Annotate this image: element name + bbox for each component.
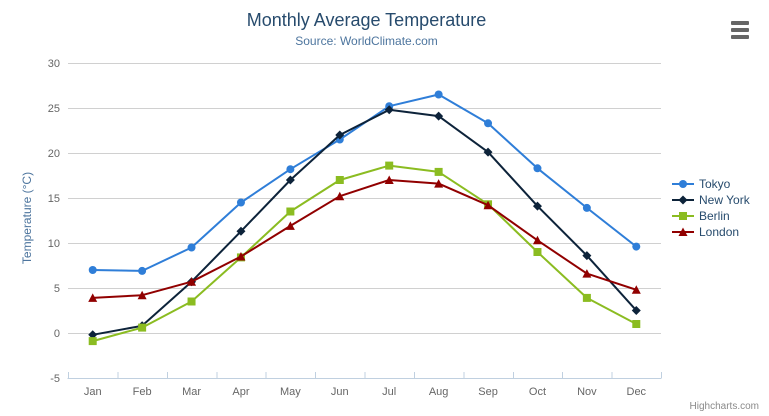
x-axis-label: Oct — [529, 386, 546, 398]
legend-marker-triangle-icon — [672, 227, 694, 236]
series-london-point-Jul[interactable] — [384, 175, 394, 185]
series-berlin-point-Jun[interactable] — [335, 176, 344, 184]
series-tokyo-point-Mar[interactable] — [187, 243, 196, 252]
series-tokyo — [88, 90, 641, 275]
series-berlin-point-May[interactable] — [286, 207, 295, 216]
legend-item-new-york[interactable]: New York — [672, 192, 750, 207]
series-berlin-point-Aug[interactable] — [434, 167, 443, 176]
series-new-york-point-Dec[interactable] — [631, 306, 641, 315]
series-new-york-point-Jun[interactable] — [335, 130, 345, 140]
series-london-line[interactable] — [91, 179, 638, 299]
series-new-york — [88, 105, 641, 340]
series-new-york-point-Jul[interactable] — [384, 105, 394, 115]
y-axis-label: 25 — [48, 103, 60, 115]
series-tokyo-point-Jan[interactable] — [88, 266, 97, 274]
chart-title: Monthly Average Temperature — [246, 10, 487, 30]
highcharts-credits-link[interactable]: Highcharts.com — [689, 401, 759, 412]
series-london-point-Nov[interactable] — [582, 269, 592, 278]
legend-marker-shape[interactable] — [679, 179, 687, 188]
series-tokyo-point-Feb[interactable] — [138, 266, 147, 275]
x-axis-label: Aug — [429, 386, 449, 398]
x-axis-label: Nov — [577, 386, 597, 398]
series-tokyo-point-Nov[interactable] — [582, 203, 591, 212]
series-london-point-Aug[interactable] — [434, 179, 444, 188]
series-new-york-point-May[interactable] — [285, 175, 295, 185]
legend-label: London — [699, 224, 740, 239]
series-london-point-Oct[interactable] — [532, 235, 542, 245]
series-london-point-Jan[interactable] — [88, 293, 98, 302]
x-axis-label: Mar — [182, 386, 201, 398]
x-axis-label: Sep — [478, 386, 498, 398]
legend-label: Berlin — [699, 208, 730, 223]
series-london-point-Dec[interactable] — [631, 285, 641, 294]
series-new-york-point-Aug[interactable] — [434, 111, 444, 121]
x-axis-label: Dec — [627, 386, 647, 398]
legend-marker-shape[interactable] — [678, 195, 688, 204]
hamburger-bar — [731, 28, 749, 32]
x-axis-label: Jan — [84, 386, 102, 398]
series-london-point-Mar[interactable] — [187, 277, 197, 286]
legend-item-berlin[interactable]: Berlin — [672, 208, 750, 223]
y-axis-label: -5 — [50, 373, 60, 385]
y-axis-label: 30 — [48, 58, 60, 70]
series-london-point-Feb[interactable] — [137, 290, 147, 300]
series-berlin-point-Jan[interactable] — [88, 337, 97, 346]
series-new-york-point-Apr[interactable] — [236, 226, 246, 236]
legend-marker-shape[interactable] — [679, 211, 687, 220]
legend-marker-diamond-icon — [672, 195, 694, 204]
x-axis-label: May — [280, 386, 301, 398]
series-tokyo-point-Apr[interactable] — [236, 198, 245, 207]
series-berlin-point-Nov[interactable] — [582, 293, 591, 302]
series-tokyo-point-Sep[interactable] — [484, 119, 493, 128]
legend-marker-shape[interactable] — [678, 227, 688, 236]
series-london-point-May[interactable] — [285, 221, 295, 230]
series-berlin-point-Jul[interactable] — [385, 161, 394, 170]
series-new-york-point-Oct[interactable] — [532, 201, 542, 211]
series-tokyo-point-Oct[interactable] — [533, 164, 542, 173]
legend-item-london[interactable]: London — [672, 224, 750, 239]
legend-marker-circle-icon — [672, 179, 694, 188]
legend-item-tokyo[interactable]: Tokyo — [672, 176, 750, 191]
y-axis-label: 10 — [48, 238, 60, 250]
series-berlin-point-Mar[interactable] — [187, 297, 196, 306]
series-tokyo-point-Dec[interactable] — [632, 242, 641, 251]
series-tokyo-point-Aug[interactable] — [434, 90, 443, 99]
x-axis-label: Apr — [232, 386, 249, 398]
series-london-point-Apr[interactable] — [236, 252, 246, 261]
legend: Tokyo New York Berlin London — [672, 176, 750, 239]
series-new-york-point-Nov[interactable] — [582, 251, 592, 261]
y-axis-label: 20 — [48, 148, 60, 160]
series-tokyo-point-May[interactable] — [286, 165, 295, 174]
legend-label: Tokyo — [699, 176, 731, 191]
legend-label: New York — [699, 192, 750, 207]
hamburger-menu-icon[interactable] — [731, 21, 749, 39]
y-axis-label: 15 — [48, 193, 60, 205]
x-axis-label: Jul — [382, 386, 396, 398]
series-berlin-point-Dec[interactable] — [632, 320, 641, 328]
hamburger-bar — [731, 21, 749, 25]
series-new-york-point-Sep[interactable] — [483, 147, 493, 157]
series-tokyo-line[interactable] — [91, 93, 638, 272]
series-london-point-Sep[interactable] — [483, 200, 493, 210]
series-berlin-point-Oct[interactable] — [533, 248, 542, 256]
series-berlin-line[interactable] — [91, 164, 638, 343]
series-london — [88, 175, 641, 302]
series-london-point-Jun[interactable] — [335, 191, 345, 201]
x-axis-label: Feb — [133, 386, 152, 398]
y-axis-label: 0 — [54, 328, 60, 340]
y-axis-label: 5 — [54, 283, 60, 295]
legend-marker-square-icon — [672, 211, 694, 220]
hamburger-bar — [731, 35, 749, 39]
series-new-york-point-Jan[interactable] — [88, 330, 98, 340]
x-axis-label: Jun — [331, 386, 349, 398]
series-new-york-line[interactable] — [91, 108, 638, 336]
chart-subtitle: Source: WorldClimate.com — [295, 34, 438, 48]
series-berlin-point-Feb[interactable] — [138, 323, 147, 332]
